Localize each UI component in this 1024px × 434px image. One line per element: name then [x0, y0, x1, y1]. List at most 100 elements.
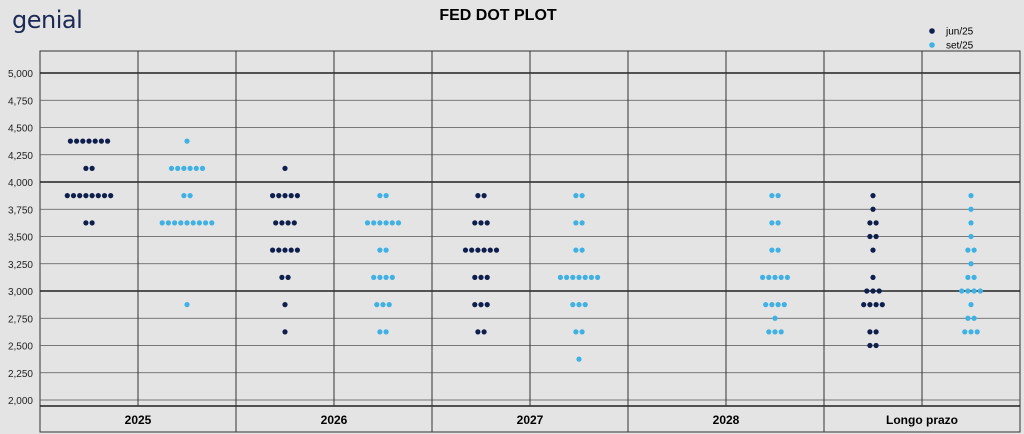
dot-set-25	[193, 165, 199, 171]
dot-jun-25	[285, 220, 291, 226]
dot-jun-25	[873, 342, 879, 349]
dot-set-25	[772, 315, 778, 321]
dot-jun-25	[469, 247, 475, 253]
dot-jun-25	[86, 138, 92, 144]
dot-set-25	[763, 302, 769, 308]
dot-set-25	[977, 288, 983, 294]
dot-jun-25	[879, 302, 885, 308]
dot-set-25	[775, 220, 781, 226]
dot-set-25	[576, 274, 582, 280]
dot-set-25	[181, 165, 187, 171]
dot-set-25	[159, 220, 165, 226]
dot-jun-25	[487, 247, 493, 253]
dot-jun-25	[288, 193, 294, 199]
dot-set-25	[184, 302, 190, 308]
legend: jun/25 set/25	[929, 27, 974, 52]
dot-jun-25	[478, 274, 484, 280]
dot-set-25	[190, 220, 196, 226]
dot-jun-25	[67, 138, 73, 144]
dot-set-25	[576, 302, 582, 308]
dot-jun-25	[475, 329, 481, 335]
y-tick-label: 3,000	[8, 287, 33, 298]
dot-set-25	[187, 193, 193, 199]
dot-jun-25	[270, 247, 276, 253]
dot-jun-25	[105, 138, 111, 144]
y-tick-label: 4,000	[8, 178, 33, 189]
dot-set-25	[172, 220, 178, 226]
dot-set-25	[582, 302, 588, 308]
dot-jun-25	[867, 329, 873, 335]
dot-jun-25	[89, 165, 95, 171]
dot-jun-25	[108, 193, 114, 199]
dot-jun-25	[481, 329, 487, 335]
legend-marker	[929, 42, 935, 48]
dot-set-25	[570, 274, 576, 280]
dot-jun-25	[282, 329, 288, 335]
dot-jun-25	[74, 138, 80, 144]
dot-jun-25	[95, 193, 101, 199]
dot-jun-25	[867, 233, 873, 240]
dot-set-25	[781, 302, 787, 308]
dot-set-25	[573, 193, 579, 199]
dot-set-25	[184, 138, 190, 144]
y-tick-label: 2,750	[8, 314, 33, 325]
x-category-label: 2025	[125, 413, 152, 427]
dot-jun-25	[484, 220, 490, 226]
dot-set-25	[564, 274, 570, 280]
dot-jun-25	[867, 342, 873, 349]
dot-set-25	[775, 302, 781, 308]
dot-jun-25	[92, 138, 98, 144]
dot-jun-25	[873, 233, 879, 240]
dot-jun-25	[867, 220, 873, 226]
y-axis-ticks: 5,000 4,750 4,500 4,250 4,000 3,750 3,500 3,250…	[8, 69, 33, 407]
dot-jun-25	[484, 302, 490, 308]
dot-set-25	[187, 165, 193, 171]
dot-jun-25	[294, 247, 300, 253]
x-category-label: 2028	[713, 413, 740, 427]
dot-jun-25	[70, 193, 77, 199]
dot-jun-25	[478, 302, 484, 308]
dot-set-25	[968, 233, 974, 240]
dot-set-25	[778, 274, 784, 280]
dot-jun-25	[98, 138, 104, 144]
x-category-label: 2027	[517, 413, 544, 427]
dot-jun-25	[481, 193, 487, 199]
dot-set-25	[386, 302, 392, 308]
dot-set-25	[595, 274, 601, 280]
dot-set-25	[769, 247, 775, 253]
dot-jun-25	[873, 302, 879, 308]
dot-set-25	[371, 220, 377, 226]
dot-set-25	[965, 247, 971, 253]
dot-jun-25	[472, 220, 478, 226]
dot-jun-25	[270, 193, 276, 199]
dot-set-25	[971, 288, 977, 294]
dot-set-25	[371, 274, 377, 280]
dot-jun-25	[876, 288, 882, 294]
dot-set-25	[165, 220, 171, 226]
dot-set-25	[380, 302, 386, 308]
dot-jun-25	[83, 220, 89, 226]
dot-set-25	[775, 193, 781, 199]
dot-jun-25	[279, 220, 285, 226]
dot-jun-25	[83, 165, 89, 171]
dot-set-25	[573, 247, 579, 253]
dot-set-25	[968, 220, 974, 226]
brand-logo: genial	[12, 6, 83, 34]
dot-set-25	[374, 302, 380, 308]
y-tick-label: 4,500	[8, 124, 33, 135]
dot-jun-25	[864, 288, 870, 294]
dot-jun-25	[475, 247, 481, 253]
dot-set-25	[784, 274, 791, 280]
dot-set-25	[203, 220, 209, 226]
dot-jun-25	[861, 302, 867, 308]
y-tick-label: 2,500	[8, 342, 33, 353]
dot-set-25	[181, 193, 187, 199]
dot-set-25	[959, 288, 965, 294]
dot-set-25	[968, 206, 974, 212]
dot-set-25	[962, 329, 968, 335]
dot-jun-25	[870, 206, 876, 212]
dot-jun-25	[481, 247, 487, 253]
dot-jun-25	[870, 247, 876, 253]
dot-jun-25	[101, 193, 108, 199]
dot-jun-25	[870, 274, 876, 280]
